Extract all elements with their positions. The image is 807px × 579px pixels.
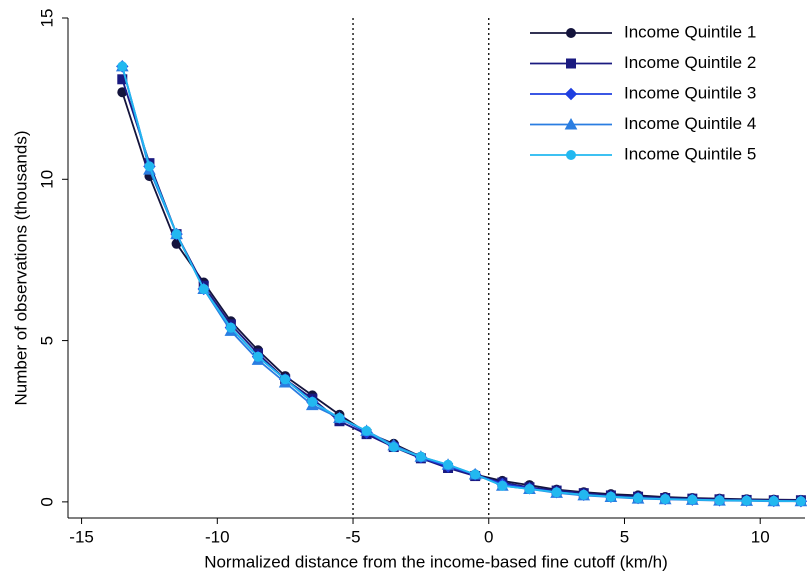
marker xyxy=(361,425,372,436)
x-axis-label: Normalized distance from the income-base… xyxy=(204,552,668,571)
y-tick-label: 5 xyxy=(37,336,56,345)
marker xyxy=(524,483,535,494)
marker xyxy=(768,495,779,506)
legend-label: Income Quintile 2 xyxy=(624,53,756,72)
legend-entry: Income Quintile 5 xyxy=(530,144,756,163)
marker xyxy=(687,494,698,505)
legend-entry: Income Quintile 3 xyxy=(530,83,756,102)
marker xyxy=(660,493,671,504)
legend-entry: Income Quintile 4 xyxy=(530,114,756,133)
marker xyxy=(551,487,562,498)
marker xyxy=(280,374,291,385)
marker xyxy=(497,480,508,491)
marker xyxy=(117,61,128,72)
legend-label: Income Quintile 1 xyxy=(624,22,756,41)
y-axis-label: Number of observations (thousands) xyxy=(11,131,30,406)
marker xyxy=(564,117,578,130)
marker xyxy=(470,469,481,480)
marker xyxy=(144,161,155,172)
marker xyxy=(633,493,644,503)
marker xyxy=(741,495,752,506)
marker xyxy=(225,322,236,333)
marker xyxy=(564,87,578,101)
series xyxy=(117,61,806,507)
x-tick-label: 10 xyxy=(751,527,770,546)
marker xyxy=(566,58,576,69)
marker xyxy=(117,74,128,85)
marker xyxy=(566,28,576,38)
marker xyxy=(388,442,399,453)
y-tick-label: 15 xyxy=(37,9,56,28)
marker xyxy=(198,283,209,294)
marker xyxy=(307,396,318,407)
x-tick-label: -5 xyxy=(345,527,360,546)
marker xyxy=(795,496,806,507)
marker xyxy=(443,459,454,470)
marker xyxy=(334,413,345,423)
marker xyxy=(605,491,616,502)
x-tick-label: -10 xyxy=(205,527,230,546)
legend-label: Income Quintile 3 xyxy=(624,83,756,102)
legend-entry: Income Quintile 2 xyxy=(530,53,756,72)
legend-label: Income Quintile 5 xyxy=(624,144,756,163)
y-tick-label: 0 xyxy=(37,497,56,506)
legend-entry: Income Quintile 1 xyxy=(530,22,756,41)
legend-label: Income Quintile 4 xyxy=(624,114,756,133)
marker xyxy=(578,489,589,500)
marker xyxy=(171,229,182,240)
x-tick-label: 0 xyxy=(484,527,493,546)
x-tick-label: -15 xyxy=(69,527,94,546)
marker xyxy=(253,351,264,362)
marker xyxy=(415,451,426,462)
marker xyxy=(566,150,576,160)
x-tick-label: 5 xyxy=(620,527,629,546)
marker xyxy=(714,495,725,506)
y-tick-label: 10 xyxy=(37,170,56,189)
